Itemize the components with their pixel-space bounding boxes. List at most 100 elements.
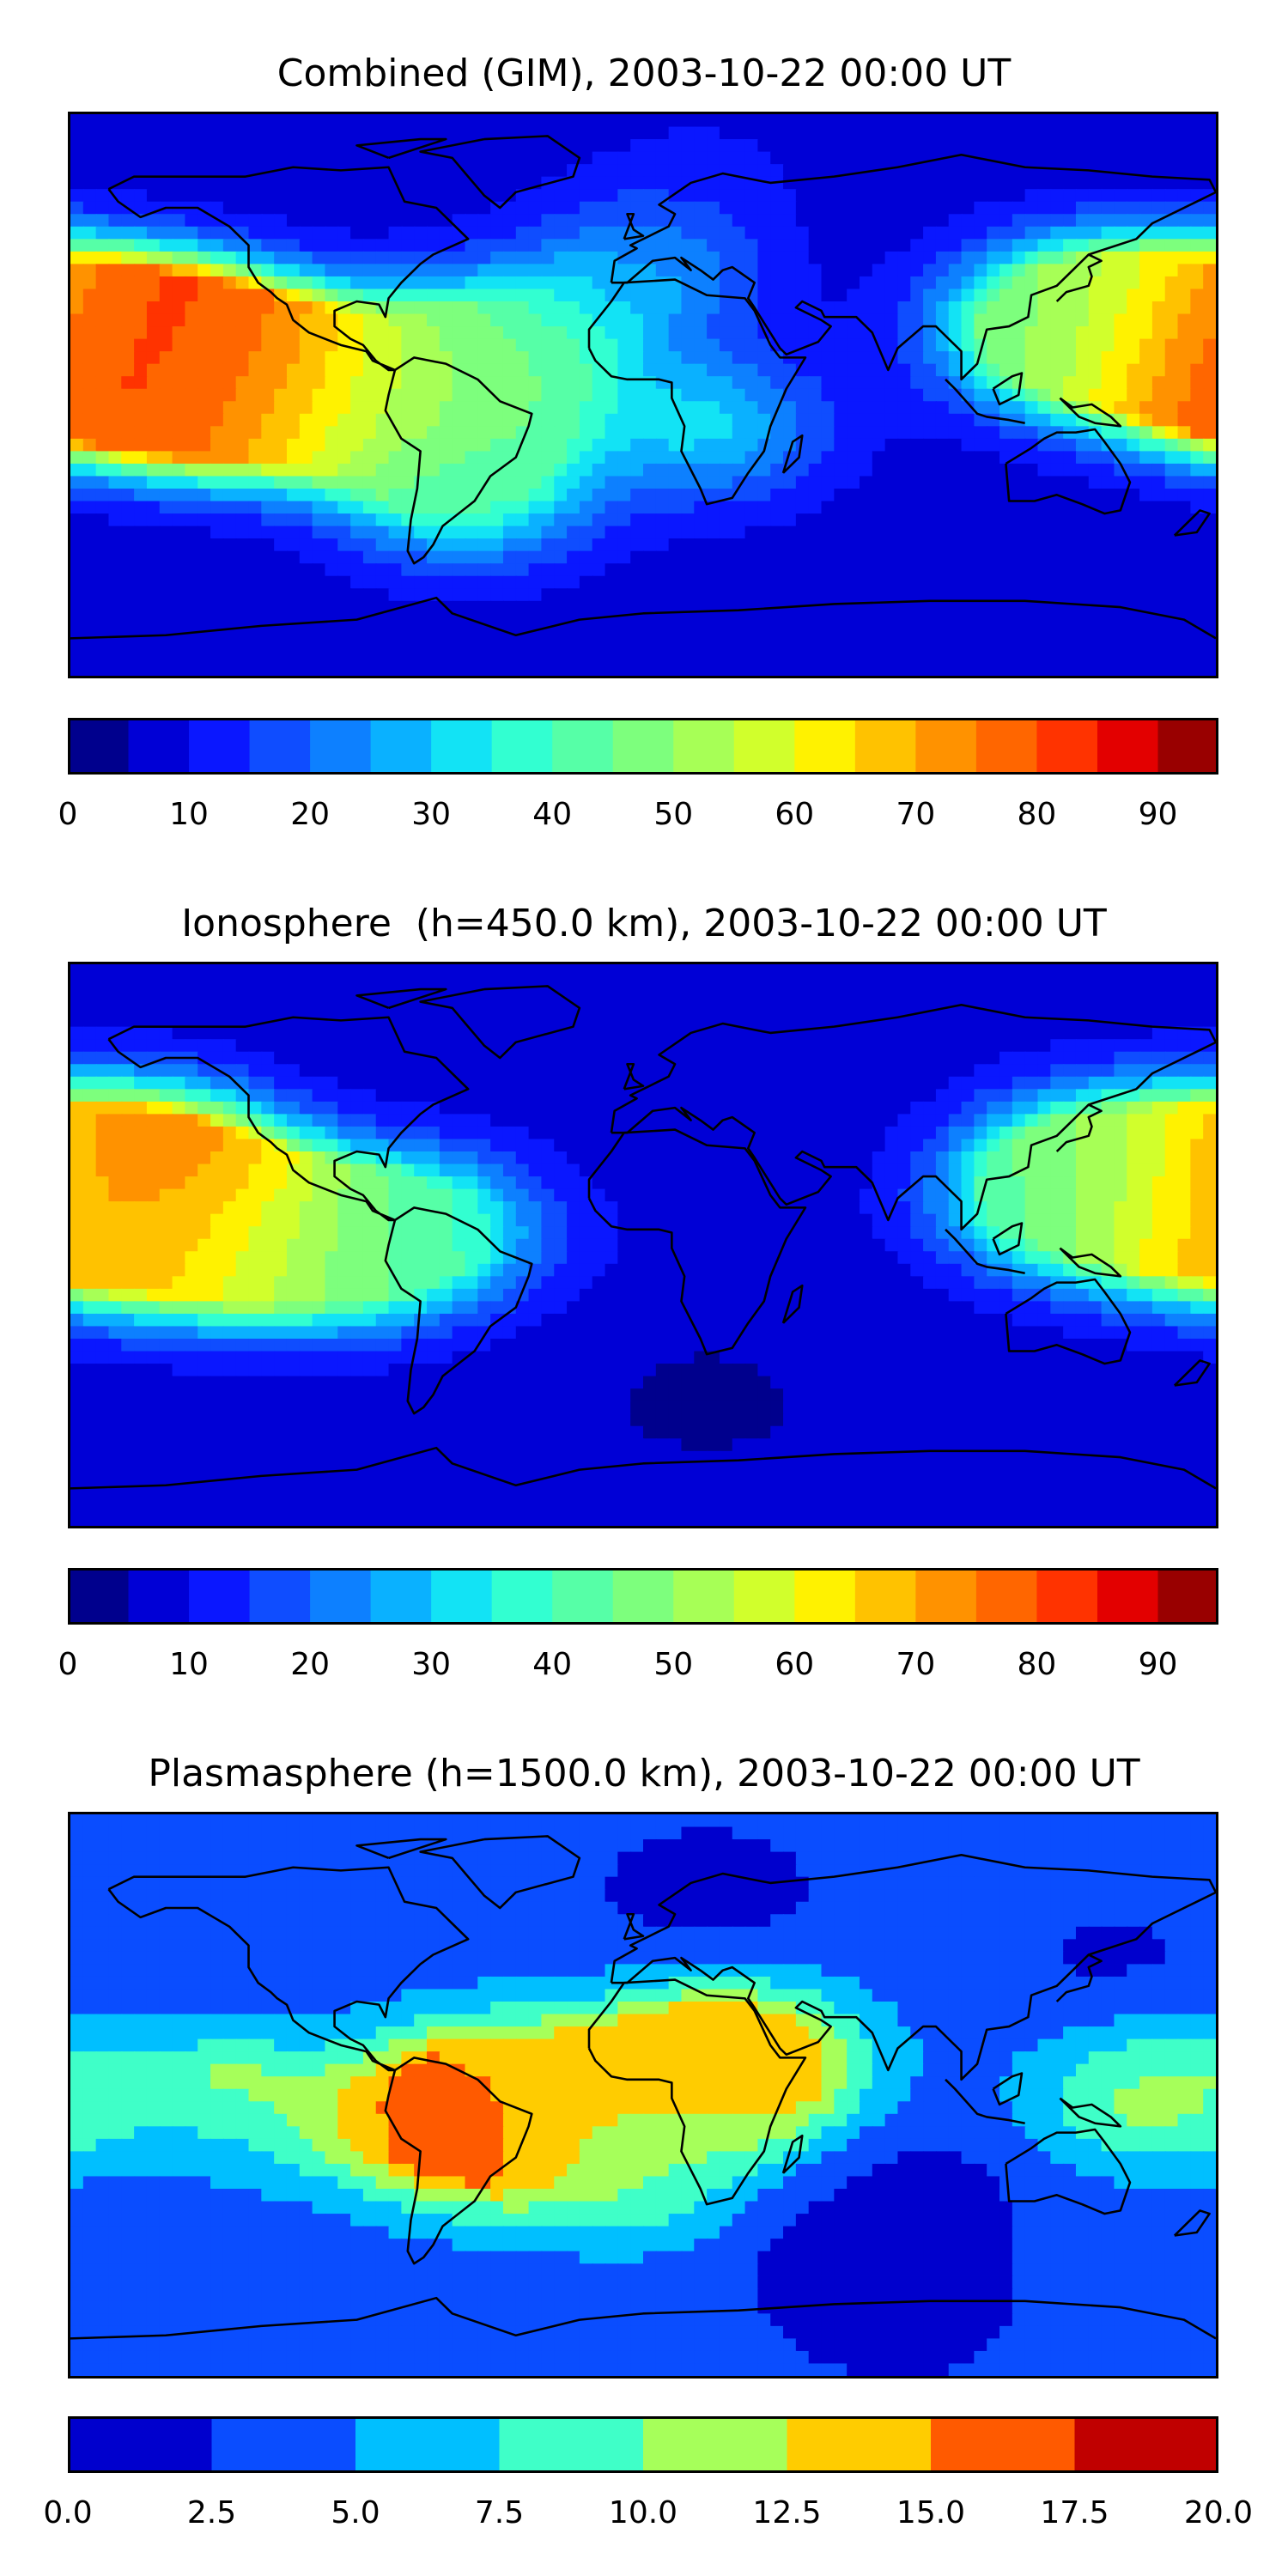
- heatmap-cell: [401, 1064, 416, 1078]
- heatmap-cell: [961, 139, 975, 153]
- heatmap-cell: [554, 313, 568, 328]
- heatmap-cell: [554, 363, 568, 378]
- heatmap-cell: [655, 451, 670, 465]
- heatmap-cell: [1164, 426, 1179, 440]
- heatmap-cell: [567, 1026, 581, 1041]
- heatmap-cell: [859, 638, 873, 653]
- heatmap-cell: [541, 338, 556, 353]
- heatmap-cell: [923, 501, 938, 515]
- heatmap-cell: [884, 313, 899, 328]
- heatmap-cell: [707, 201, 721, 216]
- heatmap-cell: [1050, 613, 1065, 627]
- heatmap-cell: [490, 351, 505, 365]
- heatmap-cell: [1012, 1051, 1026, 1066]
- heatmap-cell: [910, 438, 925, 453]
- heatmap-cell: [362, 126, 377, 141]
- heatmap-cell: [987, 463, 1001, 477]
- heatmap-cell: [732, 164, 746, 178]
- heatmap-cell: [923, 489, 938, 502]
- heatmap-cell: [999, 588, 1013, 602]
- heatmap-cell: [299, 214, 313, 228]
- heatmap-cell: [783, 289, 797, 303]
- heatmap-cell: [884, 388, 899, 403]
- heatmap-cell: [108, 613, 123, 627]
- heatmap-cell: [757, 239, 772, 252]
- heatmap-cell: [643, 638, 657, 653]
- heatmap-cell: [82, 376, 97, 390]
- heatmap-cell: [974, 526, 988, 540]
- heatmap-cell: [1114, 663, 1128, 676]
- heatmap-cell: [923, 226, 938, 240]
- heatmap-cell: [82, 625, 97, 640]
- heatmap-cell: [999, 638, 1013, 653]
- heatmap-cell: [1088, 189, 1103, 203]
- heatmap-cell: [159, 214, 173, 228]
- heatmap-cell: [821, 264, 835, 278]
- heatmap-cell: [210, 276, 224, 290]
- heatmap-cell: [248, 964, 263, 978]
- heatmap-cell: [847, 114, 861, 128]
- heatmap-cell: [1114, 526, 1128, 540]
- heatmap-cell: [274, 563, 289, 577]
- heatmap-cell: [1075, 363, 1090, 378]
- heatmap-cell: [961, 151, 975, 166]
- heatmap-cell: [1024, 563, 1039, 577]
- heatmap-cell: [1101, 126, 1115, 141]
- heatmap-cell: [1024, 650, 1039, 665]
- heatmap-cell: [1088, 438, 1103, 453]
- heatmap-cell: [935, 451, 950, 465]
- heatmap-cell: [783, 526, 797, 540]
- heatmap-cell: [961, 289, 975, 303]
- heatmap-cell: [414, 526, 428, 540]
- heatmap-cell: [172, 363, 186, 378]
- heatmap-cell: [655, 363, 670, 378]
- heatmap-cell: [350, 1001, 365, 1016]
- heatmap-cell: [719, 201, 733, 216]
- heatmap-cell: [935, 438, 950, 453]
- heatmap-cell: [681, 338, 696, 353]
- heatmap-cell: [897, 1001, 912, 1016]
- heatmap-cell: [961, 638, 975, 653]
- heatmap-cell: [694, 226, 708, 240]
- heatmap-cell: [1075, 964, 1090, 978]
- heatmap-cell: [515, 1014, 530, 1028]
- heatmap-cell: [502, 513, 517, 527]
- heatmap-cell: [834, 438, 848, 453]
- heatmap-cell: [452, 401, 466, 415]
- heatmap-cell: [554, 338, 568, 353]
- heatmap-cell: [248, 1026, 263, 1041]
- heatmap-cell: [325, 1051, 339, 1066]
- heatmap-cell: [502, 301, 517, 315]
- heatmap-cell: [643, 426, 657, 440]
- heatmap-cell: [401, 114, 416, 128]
- heatmap-cell: [248, 426, 263, 440]
- heatmap-cell: [579, 1001, 593, 1016]
- heatmap-cell: [427, 1064, 440, 1078]
- heatmap-cell: [401, 964, 416, 978]
- heatmap-cell: [605, 476, 619, 490]
- heatmap-cell: [732, 989, 746, 1003]
- heatmap-cell: [643, 338, 657, 353]
- heatmap-cell: [847, 513, 861, 527]
- heatmap-cell: [681, 1051, 696, 1066]
- coastline: [610, 153, 1216, 381]
- heatmap-cell: [502, 264, 517, 278]
- heatmap-cell: [948, 363, 963, 378]
- heatmap-cell: [95, 638, 110, 653]
- heatmap-cell: [541, 214, 556, 228]
- heatmap-cell: [961, 1014, 975, 1028]
- heatmap-cell: [121, 550, 136, 565]
- heatmap-cell: [325, 538, 339, 552]
- heatmap-cell: [159, 588, 173, 602]
- heatmap-cell: [859, 563, 873, 577]
- heatmap-cell: [987, 201, 1001, 216]
- heatmap-cell: [744, 251, 759, 265]
- heatmap-cell: [414, 226, 428, 240]
- heatmap-cell: [910, 376, 925, 390]
- heatmap-cell: [744, 264, 759, 278]
- heatmap-cell: [732, 550, 746, 565]
- heatmap-cell: [1101, 964, 1115, 978]
- heatmap-cell: [770, 189, 785, 203]
- heatmap-cell: [834, 201, 848, 216]
- heatmap-cell: [1101, 650, 1115, 665]
